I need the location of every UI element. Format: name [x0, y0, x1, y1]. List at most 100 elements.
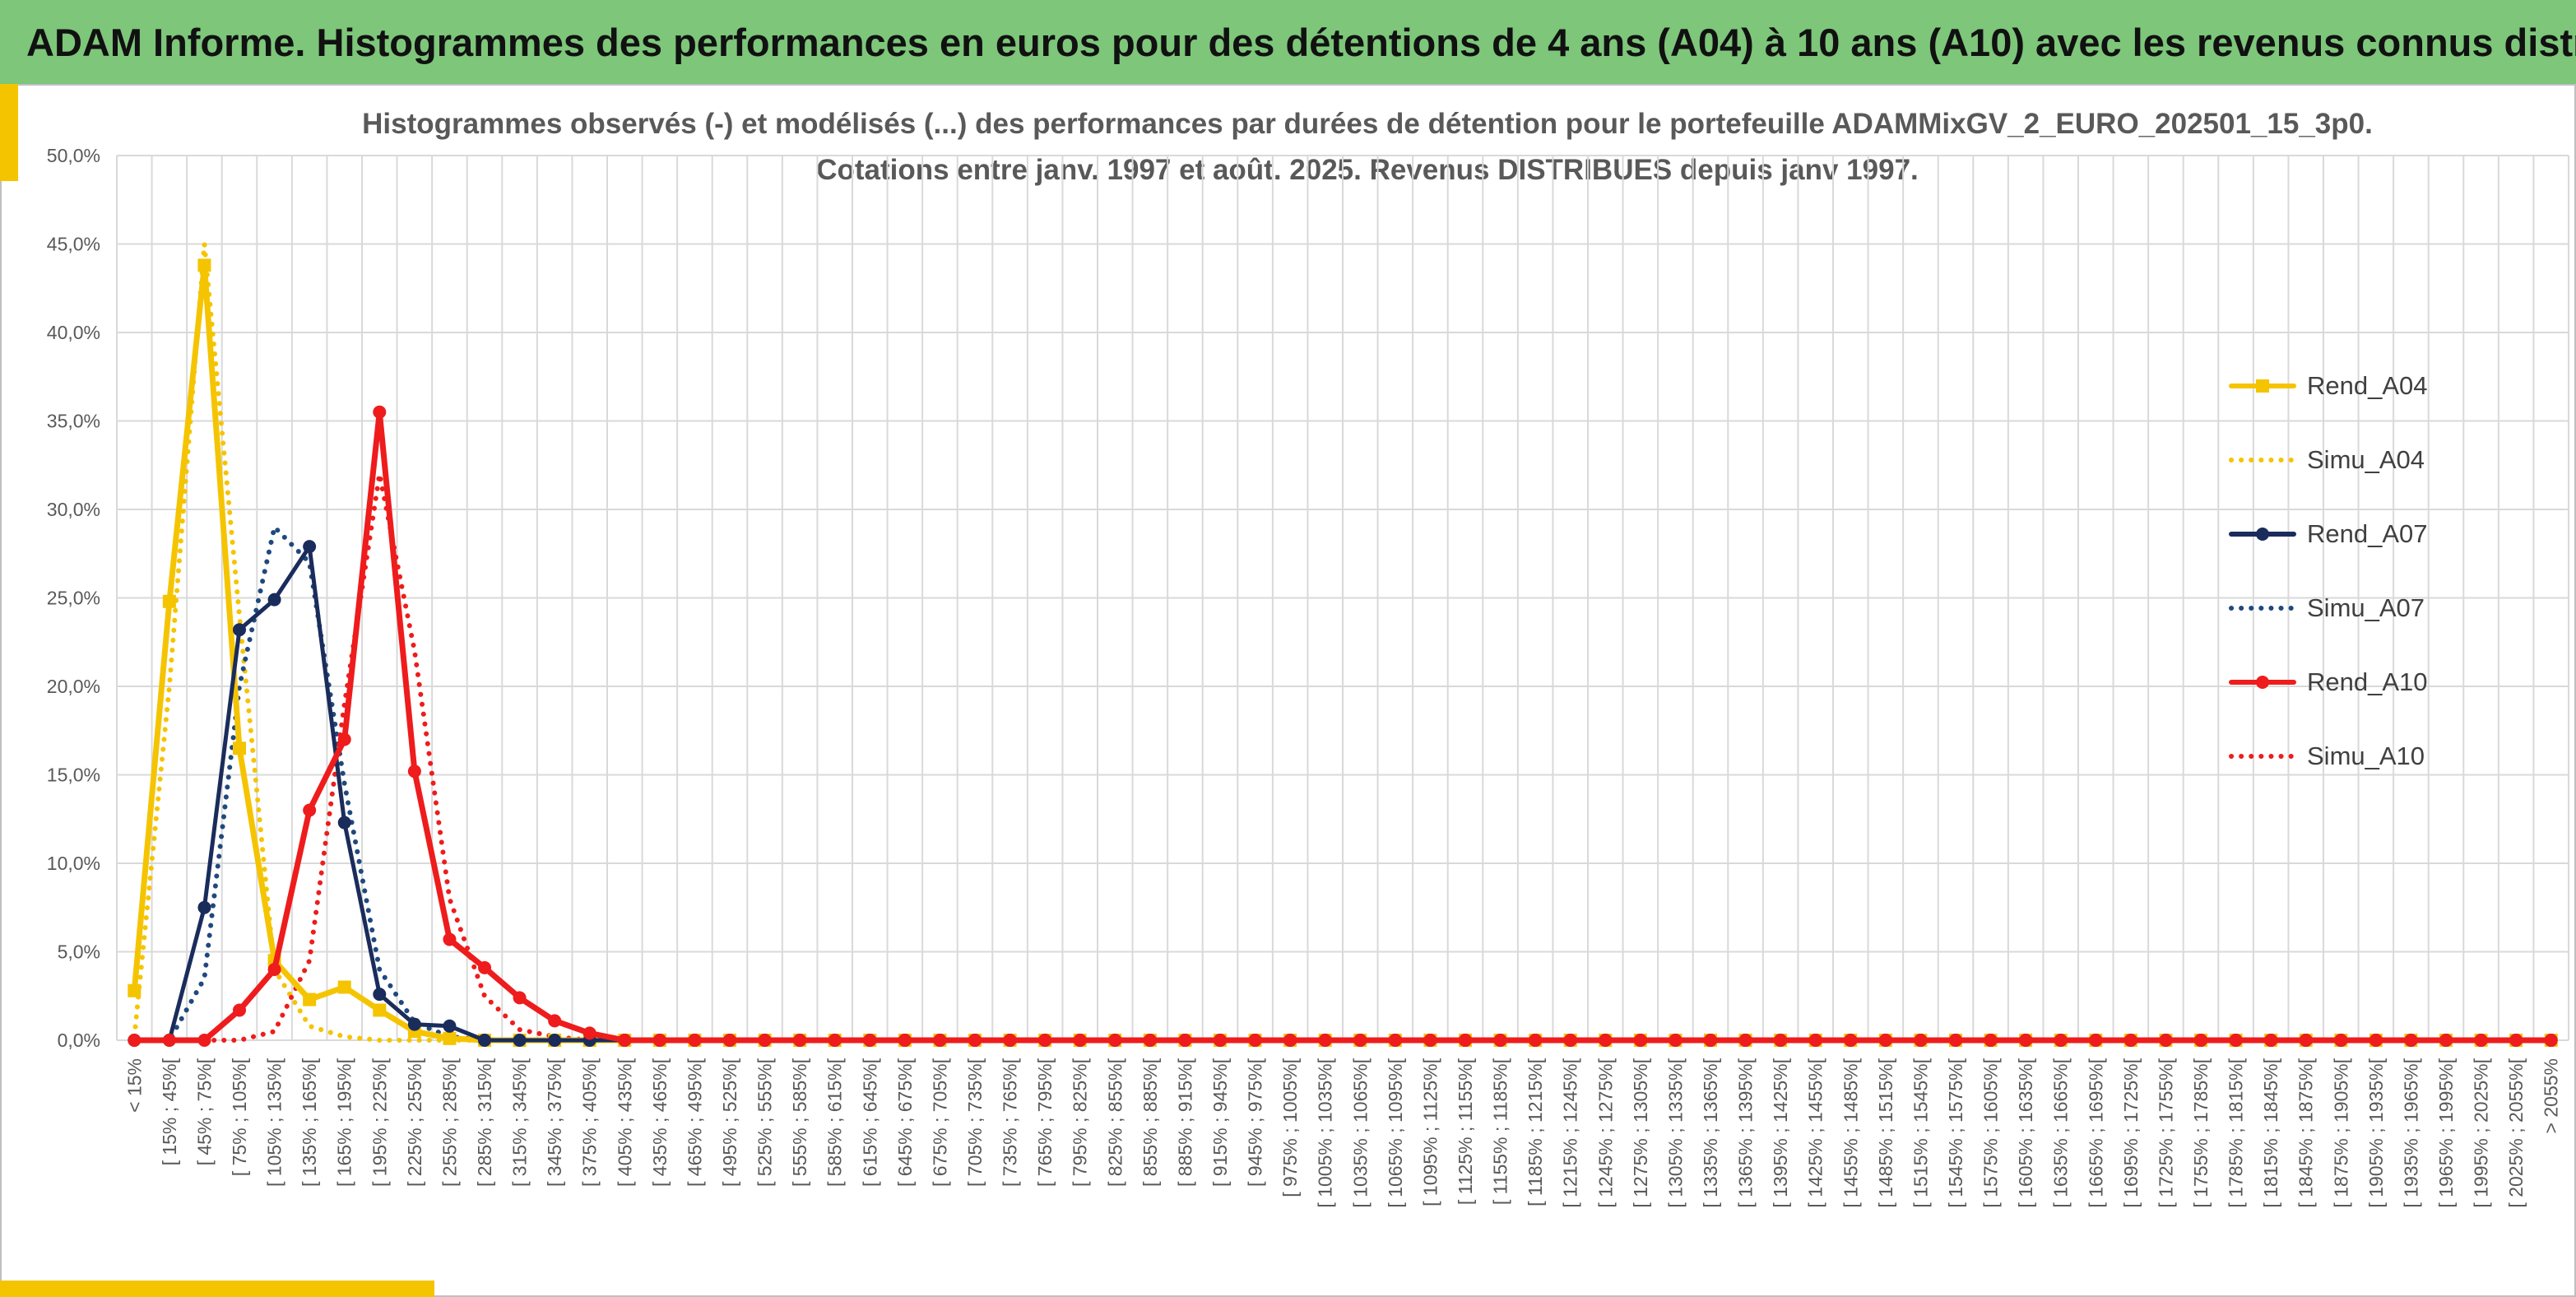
x-tick-label: [ 405% ; 435%[ — [614, 1058, 635, 1187]
data-point-rend_a10 — [1353, 1034, 1367, 1047]
data-point-rend_a07 — [548, 1034, 562, 1047]
x-tick-label: [ 1875% ; 1905%[ — [2330, 1058, 2351, 1207]
legend-swatch — [2229, 528, 2296, 541]
data-point-rend_a10 — [1108, 1034, 1122, 1047]
chart-legend: Rend_A04 Simu_A04 Rend_A07 Simu_A07 Rend_A10… — [2228, 349, 2491, 793]
data-point-rend_a10 — [758, 1034, 772, 1047]
data-point-rend_a04 — [303, 993, 317, 1006]
x-tick-label: [ 1455% ; 1485%[ — [1840, 1058, 1861, 1207]
data-point-rend_a07 — [478, 1034, 491, 1047]
data-point-rend_a10 — [1178, 1034, 1192, 1047]
data-point-rend_a10 — [2404, 1034, 2418, 1047]
data-point-rend_a07 — [513, 1034, 527, 1047]
data-point-rend_a10 — [1214, 1034, 1227, 1047]
legend-marker — [2256, 379, 2269, 393]
legend-label: Rend_A07 — [2307, 519, 2428, 548]
x-tick-label: [ 1785% ; 1815%[ — [2226, 1058, 2247, 1207]
x-tick-label: [ 1035% ; 1065%[ — [1349, 1058, 1371, 1207]
data-point-rend_a10 — [1774, 1034, 1788, 1047]
legend-item-rend_a04: Rend_A04 — [2228, 349, 2491, 423]
data-point-rend_a10 — [548, 1014, 562, 1028]
data-point-rend_a10 — [2439, 1034, 2453, 1047]
x-tick-label: [ 45% ; 75%[ — [193, 1058, 215, 1165]
data-point-rend_a10 — [2369, 1034, 2383, 1047]
x-tick-label: [ 795% ; 825%[ — [1070, 1058, 1091, 1187]
chart-svg: Histogrammes observés (-) et modélisés (… — [47, 108, 2569, 1208]
y-tick-label: 10,0% — [47, 853, 100, 874]
x-tick-label: [ 1695% ; 1725%[ — [2120, 1058, 2142, 1207]
data-point-rend_a07 — [197, 900, 211, 914]
x-tick-label: [ 1155% ; 1185%[ — [1490, 1058, 1511, 1205]
x-tick-label: [ 945% ; 975%[ — [1245, 1058, 1266, 1187]
x-tick-label: [ 1215% ; 1245%[ — [1560, 1058, 1581, 1207]
legend-swatch — [2229, 458, 2296, 463]
x-tick-label: [ 1965% ; 1995%[ — [2435, 1058, 2457, 1207]
data-point-rend_a10 — [2089, 1034, 2103, 1047]
y-tick-label: 5,0% — [58, 941, 100, 963]
data-point-rend_a10 — [2159, 1034, 2173, 1047]
data-point-rend_a07 — [267, 593, 281, 607]
x-tick-label: [ 2025% ; 2055%[ — [2505, 1058, 2527, 1207]
y-tick-label: 20,0% — [47, 676, 100, 697]
x-tick-label: [ 645% ; 675%[ — [894, 1058, 916, 1187]
data-point-rend_a04 — [233, 741, 246, 755]
data-point-rend_a10 — [2264, 1034, 2278, 1047]
x-tick-label: [ 585% ; 615%[ — [824, 1058, 846, 1187]
data-point-rend_a10 — [1248, 1034, 1262, 1047]
x-tick-label: [ 915% ; 945%[ — [1209, 1058, 1231, 1187]
x-tick-label: [ 1665% ; 1695%[ — [2085, 1058, 2106, 1207]
x-tick-label: [ 615% ; 645%[ — [859, 1058, 880, 1187]
x-tick-label: [ 165% ; 195%[ — [334, 1058, 355, 1187]
data-point-rend_a10 — [1283, 1034, 1297, 1047]
x-tick-label: [ 315% ; 345%[ — [509, 1058, 531, 1187]
accent-bar-bottom — [0, 1281, 434, 1297]
data-point-rend_a10 — [197, 1034, 211, 1047]
x-tick-label: > 2055% — [2541, 1058, 2562, 1133]
data-point-rend_a10 — [1423, 1034, 1437, 1047]
data-point-rend_a10 — [1388, 1034, 1402, 1047]
x-tick-label: [ 555% ; 585%[ — [789, 1058, 810, 1187]
x-tick-label: [ 1995% ; 2025%[ — [2471, 1058, 2492, 1207]
data-point-rend_a10 — [1808, 1034, 1822, 1047]
x-tick-label: [ 1095% ; 1125%[ — [1419, 1058, 1441, 1206]
legend-marker — [2256, 528, 2269, 541]
data-point-rend_a10 — [1563, 1034, 1577, 1047]
y-tick-label: 25,0% — [47, 588, 100, 609]
report-title: ADAM Informe. Histogrammes des performan… — [26, 20, 2576, 64]
x-tick-label: [ 1845% ; 1875%[ — [2295, 1058, 2317, 1207]
x-tick-label: [ 675% ; 705%[ — [929, 1058, 950, 1187]
x-tick-label: [ 1305% ; 1335%[ — [1664, 1058, 1686, 1207]
data-point-rend_a10 — [1914, 1034, 1928, 1047]
data-point-rend_a10 — [2334, 1034, 2348, 1047]
data-point-rend_a10 — [513, 991, 527, 1005]
x-tick-label: [ 135% ; 165%[ — [299, 1058, 320, 1187]
data-point-rend_a10 — [128, 1034, 142, 1047]
data-point-rend_a10 — [2509, 1034, 2523, 1047]
x-tick-label: [ 465% ; 495%[ — [684, 1058, 705, 1187]
data-point-rend_a10 — [1669, 1034, 1683, 1047]
x-tick-label: [ 345% ; 375%[ — [544, 1058, 565, 1187]
data-point-rend_a10 — [1949, 1034, 1962, 1047]
data-point-rend_a04 — [337, 980, 351, 994]
data-point-rend_a10 — [1073, 1034, 1087, 1047]
data-point-rend_a10 — [373, 405, 387, 419]
y-tick-label: 15,0% — [47, 765, 100, 786]
chart-title-line1: Histogrammes observés (-) et modélisés (… — [362, 108, 2373, 140]
y-tick-label: 30,0% — [47, 499, 100, 520]
x-tick-label: [ 75% ; 105%[ — [229, 1058, 250, 1176]
legend-item-simu_a04: Simu_A04 — [2228, 423, 2491, 497]
data-point-rend_a10 — [233, 1003, 246, 1017]
x-tick-label: [ 1245% ; 1275%[ — [1594, 1058, 1616, 1207]
data-point-rend_a10 — [303, 803, 317, 817]
data-point-rend_a10 — [2123, 1034, 2137, 1047]
data-point-rend_a10 — [443, 932, 457, 946]
x-tick-label: [ 1275% ; 1305%[ — [1630, 1058, 1651, 1207]
data-point-rend_a10 — [1318, 1034, 1332, 1047]
data-point-rend_a10 — [933, 1034, 947, 1047]
data-point-rend_a10 — [1003, 1034, 1017, 1047]
data-point-rend_a10 — [1844, 1034, 1858, 1047]
data-point-rend_a10 — [688, 1034, 702, 1047]
x-tick-label: [ 1365% ; 1395%[ — [1735, 1058, 1757, 1207]
data-point-rend_a10 — [1878, 1034, 1892, 1047]
data-point-rend_a10 — [618, 1034, 632, 1047]
